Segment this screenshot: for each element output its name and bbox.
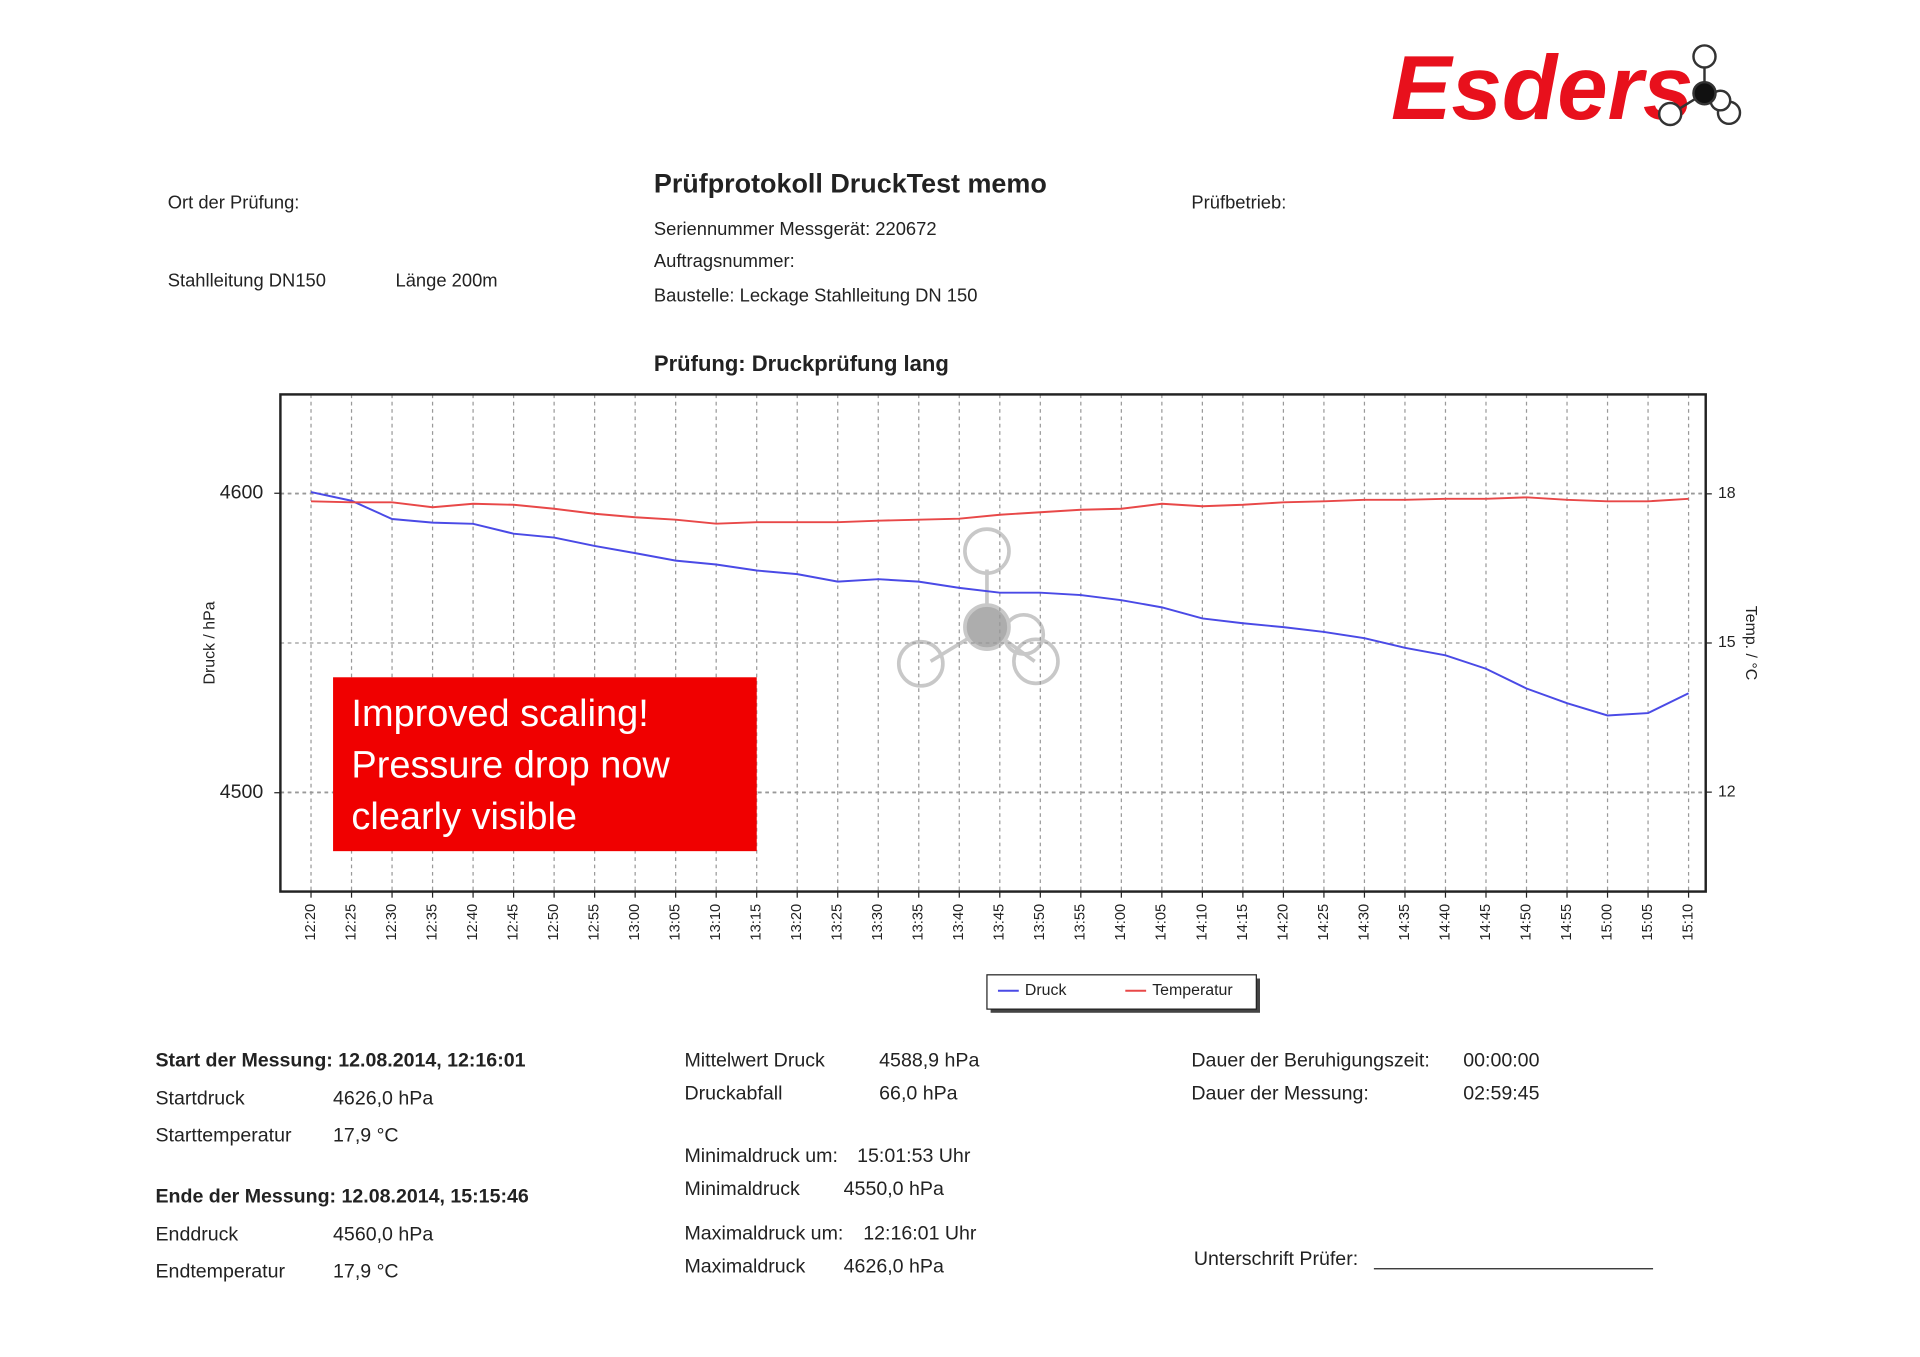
info-text: Druckabfall <box>684 1083 782 1105</box>
x-tick-label: 13:55 <box>1073 904 1089 941</box>
site: Baustelle: Leckage Stahlleitung DN 150 <box>654 284 978 305</box>
order: Auftragsnummer: <box>654 250 795 271</box>
x-tick-label: 13:20 <box>789 904 805 941</box>
chart: 12:20 12:25 12:30 12:35 12:40 12:45 12:50 12:55… <box>201 393 1759 1013</box>
x-tick-label: 13:40 <box>951 904 967 941</box>
annotation: Improved scaling! <box>351 693 648 735</box>
info-text: Ende der Messung: 12.08.2014, 15:15:46 <box>156 1186 529 1208</box>
footer: Start der Messung: 12.08.2014, 12:16:01 S… <box>156 1050 1540 1283</box>
x-tick-label: 12:55 <box>587 904 603 941</box>
title: Prüfprotokoll DruckTest memo <box>654 168 1047 198</box>
x-tick-label: 14:35 <box>1397 904 1413 941</box>
x-tick-label: 13:05 <box>668 904 684 941</box>
info-text: Dauer der Beruhigungszeit: <box>1191 1050 1429 1072</box>
x-tick-label: 13:25 <box>830 904 846 941</box>
info-text: Minimaldruck <box>684 1178 800 1200</box>
y2-tick-label: 18 <box>1718 485 1736 502</box>
info-text: Maximaldruck <box>684 1255 805 1277</box>
y2-tick-label: 12 <box>1718 783 1736 800</box>
data-line <box>310 496 1689 525</box>
pipe: Stahlleitung DN150 <box>168 270 326 291</box>
plot-frame <box>279 393 1707 893</box>
y-axis-label: Druck / hPa <box>201 601 218 684</box>
x-tick-label: 13:30 <box>870 904 886 941</box>
info-text: 15:01:53 Uhr <box>857 1145 971 1167</box>
x-tick-label: 14:05 <box>1154 904 1170 941</box>
info-text: 17,9 °C <box>333 1260 399 1282</box>
info-text: Maximaldruck um: <box>684 1222 843 1244</box>
x-tick-label: 14:00 <box>1113 904 1129 941</box>
annotation: clearly visible <box>351 796 577 838</box>
x-tick-label: 12:20 <box>303 904 319 941</box>
info-text: Start der Messung: 12.08.2014, 12:16:01 <box>156 1050 526 1072</box>
company-label: Prüfbetrieb: <box>1191 191 1286 212</box>
watermark <box>896 527 1060 688</box>
x-tick-label: 14:15 <box>1235 904 1251 941</box>
x-tick-label: 15:05 <box>1640 904 1656 941</box>
x-tick-label: 12:30 <box>384 904 400 941</box>
annotation-box <box>333 677 757 852</box>
info-text: 12:16:01 Uhr <box>863 1222 977 1244</box>
x-tick-label: 12:35 <box>424 904 440 941</box>
x-tick-label: 13:35 <box>911 904 927 941</box>
location-label: Ort der Prüfung: <box>168 191 300 212</box>
info-text: 66,0 hPa <box>879 1083 957 1105</box>
y-tick-label: 4500 <box>220 781 264 803</box>
y2-axis-label: Temp. / °C <box>1742 606 1759 680</box>
x-tick-label: 14:10 <box>1194 904 1210 941</box>
info-text: 4550,0 hPa <box>844 1178 944 1200</box>
serial: Seriennummer Messgerät: 220672 <box>654 218 937 239</box>
info-text: Enddruck <box>156 1224 239 1246</box>
info-text: 4626,0 hPa <box>333 1088 433 1110</box>
logo-icon <box>1657 44 1742 127</box>
x-tick-label: 14:50 <box>1518 904 1534 941</box>
info-text: 4588,9 hPa <box>879 1050 979 1072</box>
info-text: Minimaldruck um: <box>684 1145 837 1167</box>
x-tick-label: 13:10 <box>708 904 724 941</box>
x-tick-label: 14:25 <box>1316 904 1332 941</box>
data-line <box>310 491 1690 717</box>
legend-label: Druck <box>1025 982 1067 999</box>
x-tick-label: 14:30 <box>1356 904 1372 941</box>
length: Länge 200m <box>396 270 498 291</box>
x-tick-label: 13:50 <box>1032 904 1048 941</box>
x-tick-label: 13:45 <box>992 904 1008 941</box>
info-text: 00:00:00 <box>1463 1050 1539 1072</box>
x-tick-label: 14:20 <box>1275 904 1291 941</box>
info-text: Starttemperatur <box>156 1124 292 1146</box>
x-tick-label: 14:40 <box>1437 904 1453 941</box>
info-text: 02:59:45 <box>1463 1083 1539 1105</box>
x-tick-label: 12:25 <box>343 904 359 941</box>
info-text: 4626,0 hPa <box>844 1255 944 1277</box>
logo: Esders <box>1391 38 1693 139</box>
annotation: Pressure drop now <box>351 745 670 787</box>
info-text: Startdruck <box>156 1088 245 1110</box>
x-tick-label: 12:40 <box>465 904 481 941</box>
info-text: Unterschrift Prüfer: <box>1194 1248 1358 1270</box>
legend-label: Temperatur <box>1152 982 1233 999</box>
info-text: Endtemperatur <box>156 1260 286 1282</box>
x-tick-label: 12:50 <box>546 904 562 941</box>
info-text: Mittelwert Druck <box>684 1050 825 1072</box>
y-tick-label: 4600 <box>220 481 264 503</box>
test-name: Prüfung: Druckprüfung lang <box>654 351 949 376</box>
x-tick-label: 12:45 <box>505 904 521 941</box>
x-tick-label: 13:15 <box>749 904 765 941</box>
legend <box>986 974 1257 1010</box>
info-text: Dauer der Messung: <box>1191 1083 1368 1105</box>
x-tick-label: 14:55 <box>1559 904 1575 941</box>
x-tick-label: 13:00 <box>627 904 643 941</box>
x-tick-label: 15:00 <box>1599 904 1615 941</box>
info-text: 4560,0 hPa <box>333 1224 433 1246</box>
info-text: 17,9 °C <box>333 1124 399 1146</box>
x-tick-label: 14:45 <box>1478 904 1494 941</box>
x-tick-label: 15:10 <box>1680 904 1696 941</box>
y2-tick-label: 15 <box>1718 634 1736 651</box>
